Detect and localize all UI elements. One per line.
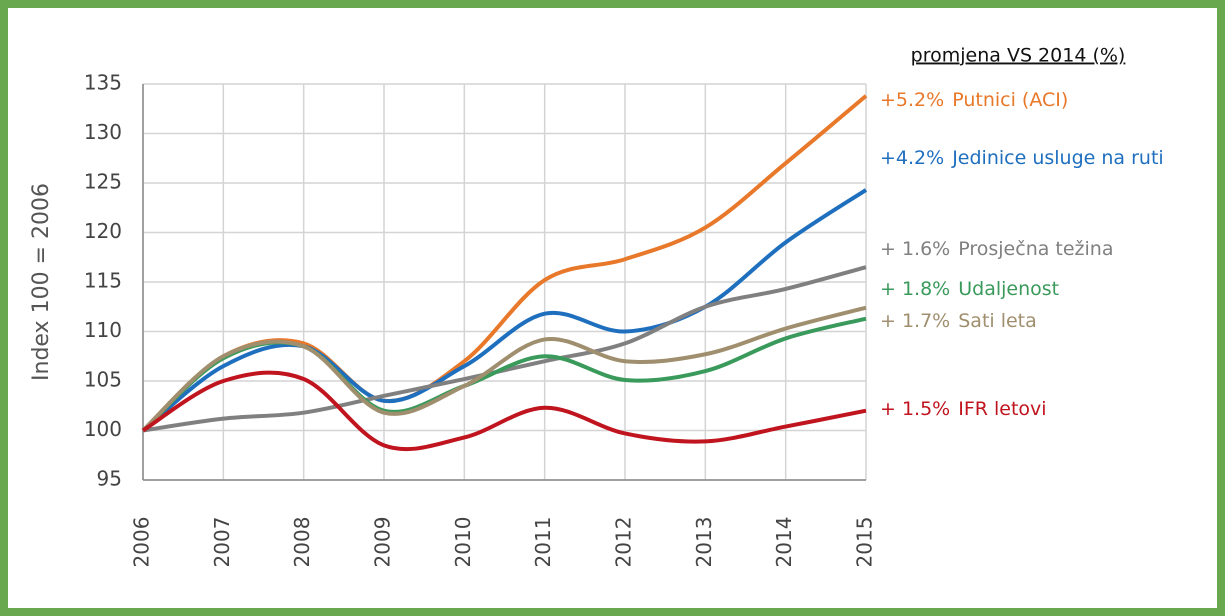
change-label: +5.2% <box>880 89 944 111</box>
y-tick-label: 105 <box>84 368 122 392</box>
y-tick-label: 130 <box>84 120 122 144</box>
series-label: + 1.6% Prosječna težina <box>880 238 1114 260</box>
series-label: + 1.5% IFR letovi <box>880 398 1047 420</box>
x-tick-label: 2013 <box>692 517 716 568</box>
x-tick-label: 2006 <box>130 517 154 568</box>
x-tick-label: 2007 <box>210 517 234 568</box>
series-label: +5.2% Putnici (ACI) <box>880 89 1068 111</box>
legend-entry: IFR letovi <box>958 398 1046 420</box>
y-tick-label: 115 <box>84 269 122 293</box>
legend-entry: Putnici (ACI) <box>952 89 1068 111</box>
series-line <box>141 188 868 433</box>
series-line <box>142 265 867 433</box>
series-label: +4.2% Jedinice usluge na ruti <box>880 147 1164 169</box>
change-label: + 1.6% <box>880 238 950 260</box>
header: promjena VS 2014 (%) <box>911 45 1126 67</box>
y-tick-label: 135 <box>84 71 122 95</box>
x-tick-label: 2012 <box>612 517 636 568</box>
series-label: + 1.7% Sati leta <box>880 310 1037 332</box>
series-label: + 1.8% Udaljenost <box>880 278 1059 300</box>
legend-entry: Udaljenost <box>958 278 1059 300</box>
y-axis-label: Index 100 = 2006 <box>29 183 54 381</box>
legend-entry: Sati leta <box>958 310 1037 332</box>
legend-entry: Jedinice usluge na ruti <box>951 147 1164 169</box>
x-tick-label: 2015 <box>853 517 877 568</box>
change-label: +4.2% <box>880 147 944 169</box>
x-tick-label: 2008 <box>290 517 314 568</box>
x-tick-label: 2010 <box>451 517 475 568</box>
x-tick-label: 2011 <box>531 517 555 568</box>
y-tick-label: 110 <box>84 318 122 342</box>
y-tick-label: 95 <box>97 467 122 491</box>
y-tick-label: 100 <box>84 417 122 441</box>
y-tick-label: 120 <box>84 219 122 243</box>
x-tick-label: 2014 <box>772 517 796 568</box>
series-line <box>141 305 867 432</box>
legend-entry: Prosječna težina <box>958 238 1113 260</box>
y-tick-label: 125 <box>84 170 122 194</box>
x-tick-label: 2009 <box>371 517 395 568</box>
change-label: + 1.5% <box>880 398 950 420</box>
series-line <box>141 370 867 452</box>
change-label: + 1.8% <box>880 278 950 300</box>
change-label: + 1.7% <box>880 310 950 332</box>
